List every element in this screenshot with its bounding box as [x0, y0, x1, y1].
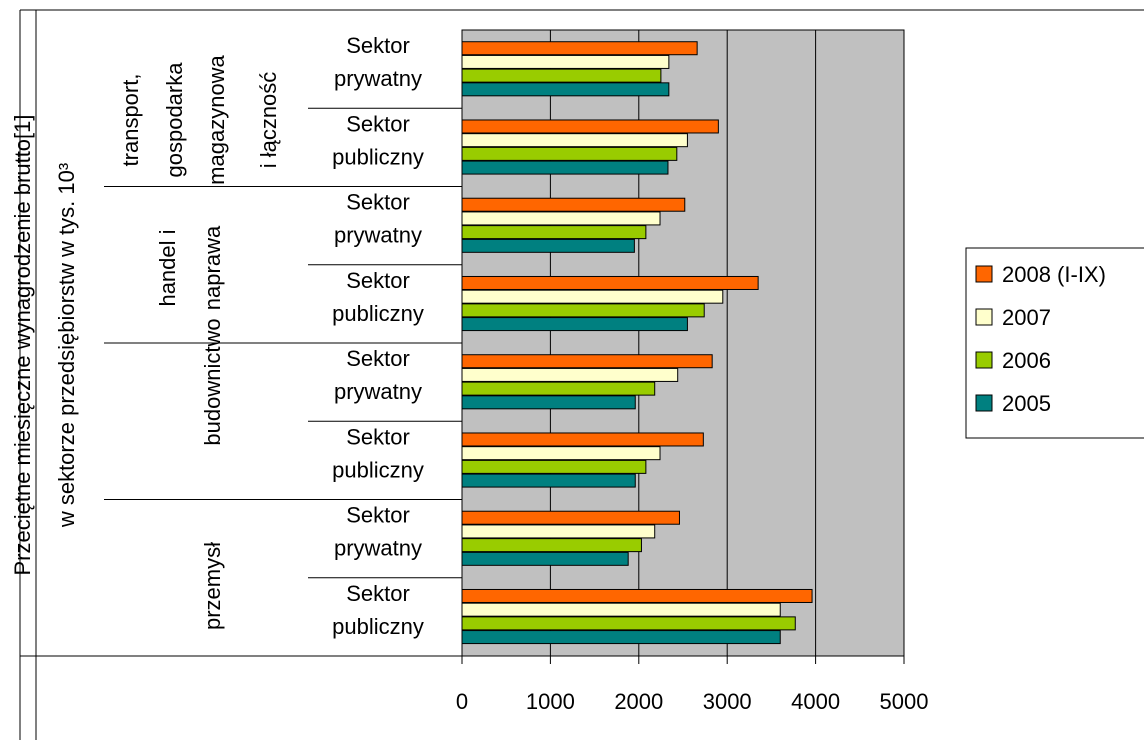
legend-swatch: [975, 394, 993, 412]
bar: [461, 551, 629, 566]
group-labels: transport, gospodarka magazynowa i łączność…: [118, 54, 281, 630]
bar: [461, 317, 688, 332]
bar: [461, 54, 670, 69]
category-label: publiczny: [332, 144, 424, 169]
group-label: przemysł: [200, 542, 225, 630]
bar: [461, 473, 636, 488]
bar: [461, 524, 656, 539]
bars: [461, 41, 813, 645]
bar: [461, 381, 656, 396]
x-tick-label: 3000: [703, 689, 752, 714]
group-label: gospodarka: [162, 62, 187, 178]
category-label: publiczny: [332, 457, 424, 482]
category-label: publiczny: [332, 301, 424, 326]
bar: [461, 146, 678, 161]
group-label: i łączność: [256, 72, 281, 169]
category-label: Sektor: [346, 111, 410, 136]
category-labels: Sektor prywatny Sektor publiczny Sektor prywa…: [332, 33, 424, 639]
category-label: prywatny: [334, 66, 422, 91]
x-tick-label: 2000: [614, 689, 663, 714]
bar: [461, 197, 686, 212]
x-tick-label: 0: [456, 689, 468, 714]
category-label: prywatny: [334, 536, 422, 561]
category-label: Sektor: [346, 503, 410, 528]
bar: [461, 588, 813, 603]
bar: [461, 616, 796, 631]
bar: [461, 630, 781, 645]
legend-swatch: [975, 308, 993, 326]
bar: [461, 289, 724, 304]
group-label: handel i: [155, 229, 180, 306]
group-label: transport,: [118, 74, 143, 167]
bar: [461, 432, 704, 447]
bar: [461, 160, 669, 175]
legend-swatch: [975, 265, 993, 283]
legend-label: 2008 (I-IX): [1002, 262, 1106, 287]
bar: [461, 367, 679, 382]
axis-title-line: w sektorze przedsiębiorstw w tys. 10³: [54, 163, 79, 528]
legend: 2008 (I-IX) 2007 2006 2005: [965, 247, 1144, 439]
x-tick-label: 4000: [791, 689, 840, 714]
category-label: prywatny: [334, 379, 422, 404]
bar: [461, 238, 635, 253]
legend-label: 2007: [1002, 305, 1051, 330]
bar: [461, 133, 688, 148]
legend-box: [965, 247, 1144, 439]
bar: [461, 459, 647, 474]
category-label: prywatny: [334, 223, 422, 248]
category-label: Sektor: [346, 33, 410, 58]
legend-label: 2005: [1002, 391, 1051, 416]
category-label: Sektor: [346, 190, 410, 215]
legend-label: 2006: [1002, 348, 1051, 373]
bar: [461, 354, 713, 369]
bar: [461, 275, 759, 290]
bar: [461, 82, 670, 97]
group-label: naprawa: [200, 225, 225, 310]
chart-frame: [19, 9, 1144, 740]
bar: [461, 211, 661, 226]
bar: [461, 446, 661, 461]
bar: [461, 68, 662, 83]
bar: [461, 303, 705, 318]
bar: [461, 602, 781, 617]
legend-swatch: [975, 351, 993, 369]
category-label: Sektor: [346, 268, 410, 293]
x-tick-label: 5000: [880, 689, 929, 714]
x-axis-ticks: 0 1000 2000 3000 4000 5000: [456, 655, 929, 714]
bar: [461, 119, 719, 134]
bar: [461, 538, 642, 553]
category-label: Sektor: [346, 581, 410, 606]
category-label: Sektor: [346, 346, 410, 371]
x-tick-label: 1000: [526, 689, 575, 714]
axis-title: Przeciętne miesięczne wynagrodzenie brut…: [10, 114, 79, 575]
bar: [461, 41, 698, 56]
bar: [461, 395, 636, 410]
axis-title-line: Przeciętne miesięczne wynagrodzenie brut…: [10, 114, 35, 575]
group-label: magazynowa: [204, 54, 229, 184]
category-label: publiczny: [332, 614, 424, 639]
category-label: Sektor: [346, 424, 410, 449]
group-label: budownictwo: [200, 318, 225, 445]
bar: [461, 510, 680, 525]
bar: [461, 225, 647, 240]
